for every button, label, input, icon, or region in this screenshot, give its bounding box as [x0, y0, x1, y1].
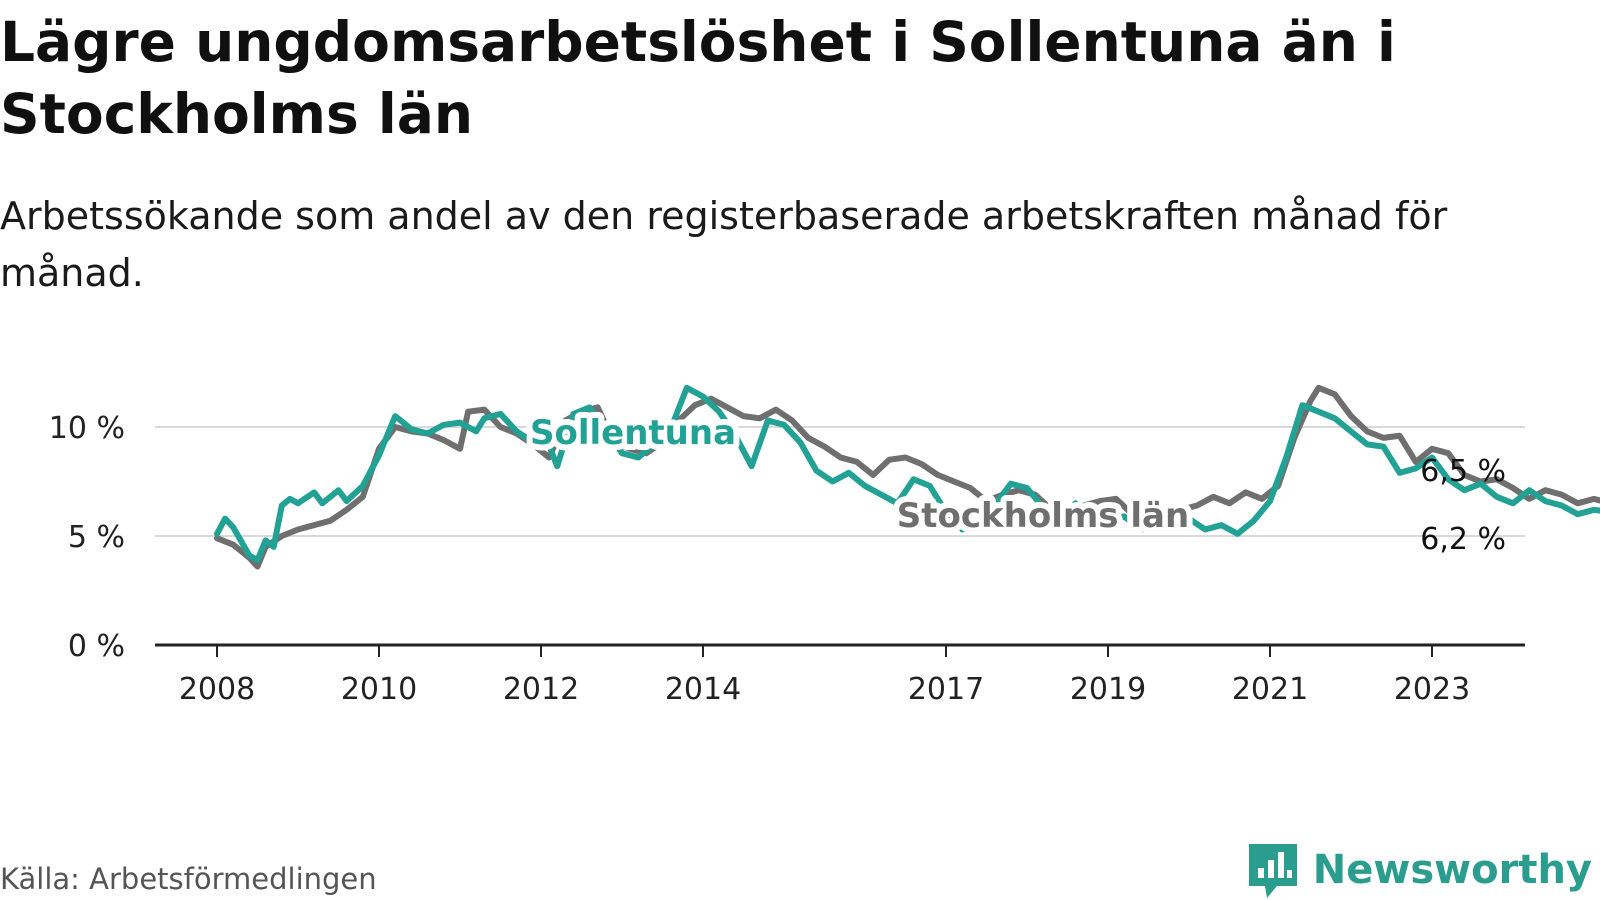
chart-title: Lägre ungdomsarbetslöshet i Sollentuna ä…	[0, 10, 1396, 146]
series-line-sollentuna	[214, 384, 1600, 563]
y-tick-label: 0 %	[68, 629, 125, 664]
end-label-stockholms-lan: 6,5 %	[1420, 454, 1506, 489]
y-axis-ticks: 0 % 5 % 10 %	[49, 411, 125, 664]
y-tick-label: 5 %	[68, 520, 125, 555]
source-note: Källa: Arbetsförmedlingen	[0, 862, 377, 896]
label-stockholms-lan: Stockholms län	[897, 496, 1189, 536]
x-axis-ticks: 2008 2010 2012 2014 2017 2019 2021 2023	[179, 645, 1470, 707]
label-sollentuna-halo: Sollentuna	[530, 413, 736, 453]
gridlines	[155, 426, 1525, 537]
newsworthy-logo-icon	[1248, 844, 1297, 898]
x-tick-label: 2017	[908, 672, 984, 707]
label-sollentuna: Sollentuna	[530, 413, 736, 453]
chart-subtitle: Arbetssökande som andel av den registerb…	[0, 194, 1448, 295]
x-tick-label: 2008	[179, 672, 255, 707]
series-line-stockholms-l-n	[214, 384, 1600, 570]
series-lines	[214, 384, 1600, 570]
x-tick-label: 2012	[503, 672, 579, 707]
x-tick-label: 2023	[1394, 672, 1470, 707]
brand-name: Newsworthy	[1312, 847, 1592, 893]
x-tick-label: 2019	[1070, 672, 1146, 707]
x-tick-label: 2021	[1232, 672, 1308, 707]
line-chart: 0 %5 %10 % 2008 2010 2012 2014 2017 2019 2021 2…	[49, 384, 1600, 707]
label-stockholms-lan-halo: Stockholms län	[897, 496, 1189, 536]
newsworthy-brand[interactable]: Newsworthy	[1247, 840, 1592, 900]
y-tick-label: 10 %	[49, 411, 125, 446]
x-tick-label: 2014	[665, 672, 741, 707]
x-tick-label: 2010	[341, 672, 417, 707]
end-label-sollentuna: 6,2 %	[1420, 522, 1506, 557]
